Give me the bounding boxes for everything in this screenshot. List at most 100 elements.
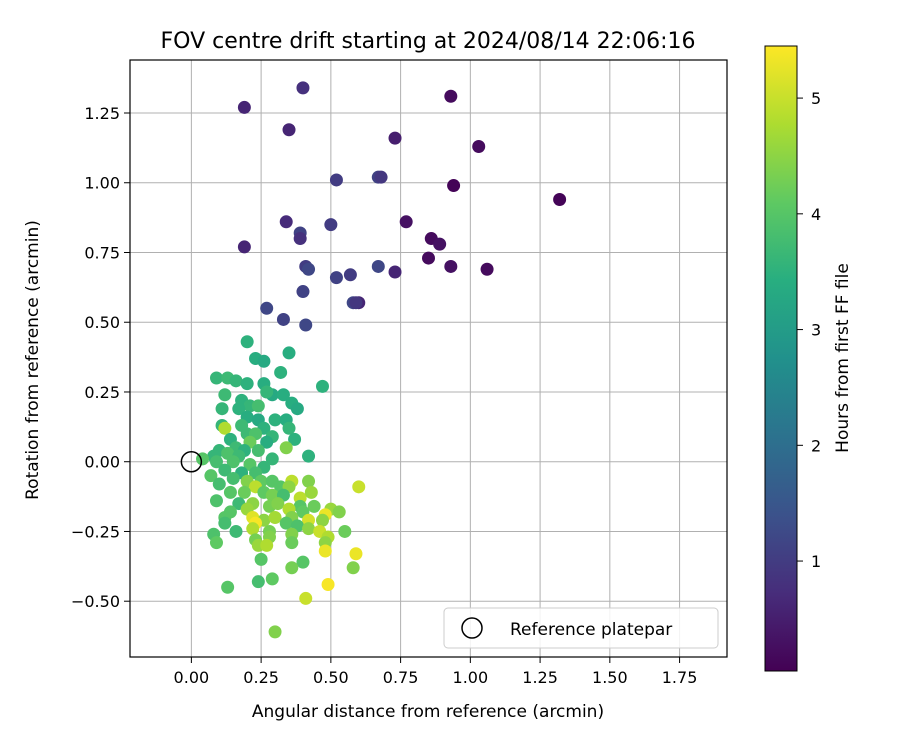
data-point (307, 499, 321, 513)
data-point (260, 538, 274, 552)
data-point (218, 388, 232, 402)
data-point (257, 354, 271, 368)
data-point (237, 100, 251, 114)
data-point (329, 271, 343, 285)
data-point (212, 477, 226, 491)
data-point (553, 192, 567, 206)
data-point (254, 552, 268, 566)
data-point (265, 452, 279, 466)
data-point (304, 485, 318, 499)
data-point (349, 547, 363, 561)
data-point (444, 259, 458, 273)
data-point (296, 285, 310, 299)
grid (130, 60, 727, 657)
x-tick-label: 0.25 (243, 668, 279, 687)
x-axis-label: Angular distance from reference (arcmin) (252, 702, 604, 722)
data-point (282, 346, 296, 360)
data-point (318, 544, 332, 558)
data-point (276, 312, 290, 326)
data-point (204, 469, 218, 483)
data-point (338, 524, 352, 538)
data-point (315, 379, 329, 393)
data-point (302, 262, 316, 276)
data-point (315, 513, 329, 527)
data-point (447, 179, 461, 193)
data-point (209, 455, 223, 469)
y-tick-label: 0.00 (84, 453, 120, 472)
data-point (374, 170, 388, 184)
data-point (299, 591, 313, 605)
data-point (388, 131, 402, 145)
data-point (260, 385, 274, 399)
data-point (285, 536, 299, 550)
data-point (279, 215, 293, 229)
colorbar: 1 2 3 4 5 Hours from first FF file (764, 45, 853, 672)
reference-marker (180, 450, 203, 473)
data-point (218, 421, 232, 435)
data-point (265, 572, 279, 586)
colorbar-tick-label: 4 (811, 205, 821, 224)
data-point (433, 237, 447, 251)
y-axis-label: Rotation from reference (arcmin) (23, 220, 43, 500)
data-points (196, 81, 567, 639)
data-point (332, 505, 346, 519)
data-point (237, 485, 251, 499)
data-point (223, 485, 237, 499)
data-point (260, 435, 274, 449)
data-point (302, 449, 316, 463)
data-point (268, 413, 282, 427)
data-point (288, 432, 302, 446)
y-tick-label: −0.50 (71, 592, 120, 611)
data-point (346, 561, 360, 575)
data-point (274, 365, 288, 379)
data-point (444, 89, 458, 103)
data-point (321, 577, 335, 591)
data-point (480, 262, 494, 276)
x-tick-label: 0.75 (383, 668, 419, 687)
colorbar-ticks: 1 2 3 4 5 (797, 89, 821, 571)
data-point (260, 301, 274, 315)
colorbar-tick-label: 1 (811, 552, 821, 571)
data-point (276, 388, 290, 402)
legend-reference-marker (461, 617, 483, 639)
data-point (293, 232, 307, 246)
data-point (302, 522, 316, 536)
data-point (290, 402, 304, 416)
data-point (285, 561, 299, 575)
data-point (229, 524, 243, 538)
data-point (282, 123, 296, 137)
x-tick-label: 0.50 (313, 668, 349, 687)
data-point (218, 463, 232, 477)
data-point (329, 173, 343, 187)
y-tick-label: 0.75 (84, 243, 120, 262)
data-point (209, 371, 223, 385)
data-point (472, 139, 486, 153)
data-point (209, 494, 223, 508)
data-point (324, 218, 338, 232)
y-axis-ticks: −0.50 −0.25 0.00 0.25 0.50 0.75 1.00 1.25 (71, 104, 130, 611)
plot-frame (129, 59, 728, 658)
x-axis-ticks: 0.00 0.25 0.50 0.75 1.00 1.25 1.50 1.75 (174, 657, 697, 687)
data-point (388, 265, 402, 279)
data-point (268, 511, 282, 525)
data-point (232, 402, 246, 416)
data-point (209, 536, 223, 550)
data-point (246, 522, 260, 536)
data-point (268, 625, 282, 639)
data-point (251, 444, 265, 458)
data-point (237, 240, 251, 254)
data-point (218, 516, 232, 530)
x-tick-label: 0.00 (174, 668, 210, 687)
data-point (343, 268, 357, 282)
data-point (279, 441, 293, 455)
data-point (296, 81, 310, 95)
colorbar-tick-label: 2 (811, 436, 821, 455)
data-point (422, 251, 435, 265)
data-point (371, 259, 385, 273)
data-point (352, 480, 366, 494)
y-tick-label: 1.25 (84, 104, 120, 123)
data-point (240, 335, 254, 349)
legend-box (443, 607, 719, 649)
data-point (226, 471, 240, 485)
